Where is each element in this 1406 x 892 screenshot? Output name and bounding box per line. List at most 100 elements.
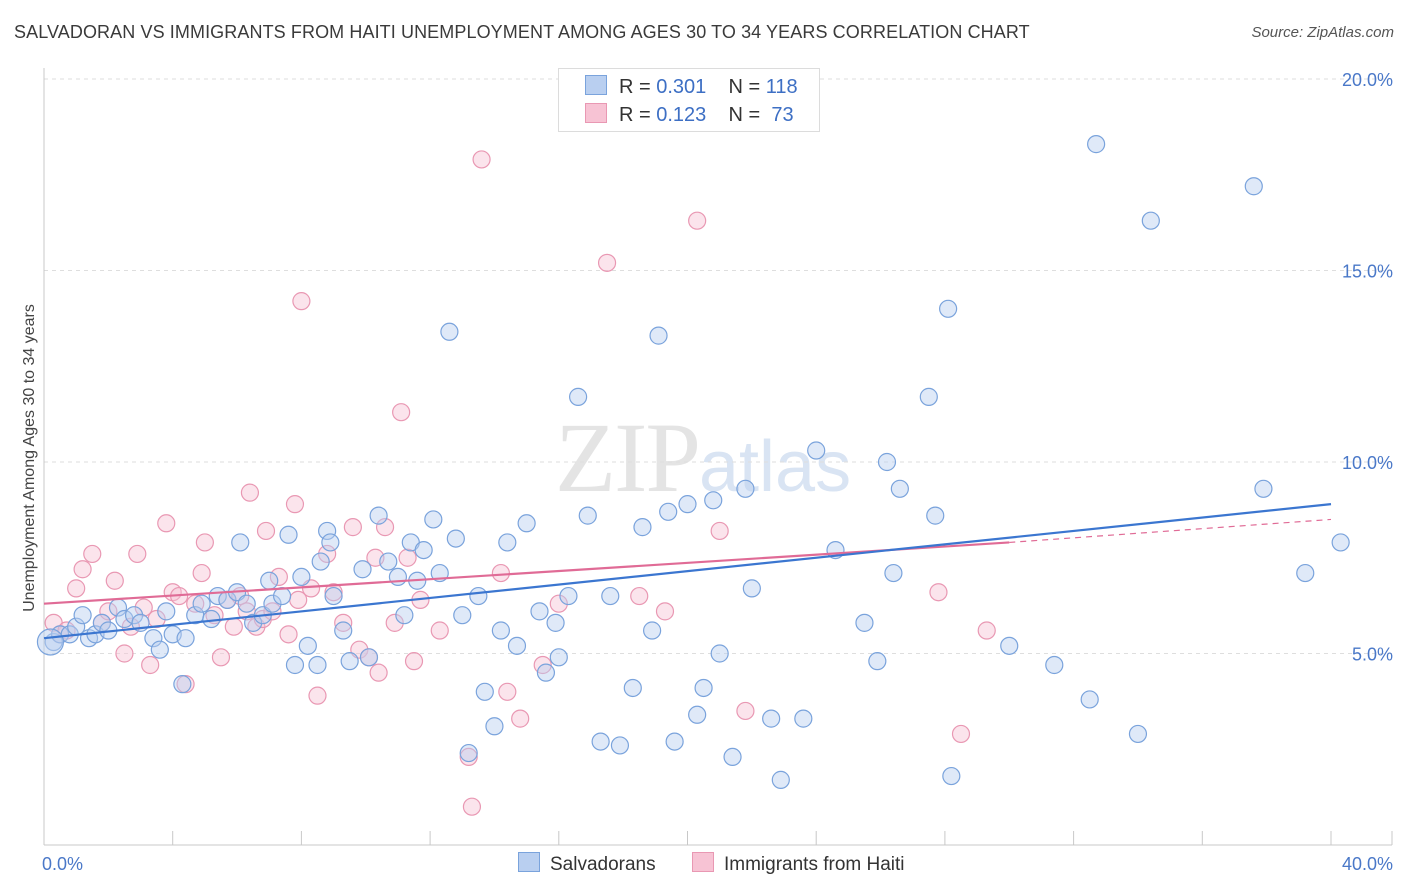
haiti-point	[128, 544, 147, 564]
salvadoran-point	[939, 299, 958, 318]
trend-lines	[43, 503, 1332, 640]
salvadoran-point	[260, 571, 279, 590]
salvadoran-point	[1141, 211, 1160, 230]
haiti-point	[285, 495, 305, 514]
haiti-point	[324, 583, 343, 602]
haiti-point	[105, 571, 124, 590]
haiti-point	[256, 521, 276, 541]
salvadoran-point	[446, 529, 465, 548]
salvadoran-point	[762, 709, 781, 728]
salvadoran-point	[321, 533, 340, 552]
y-tick-label: 15.0%	[1342, 262, 1393, 282]
salvadoran-point	[559, 586, 578, 606]
source-label: Source: ZipAtlas.com	[1251, 24, 1394, 41]
watermark: ZIPatlas	[555, 400, 851, 515]
salvadoran-point	[157, 602, 176, 621]
salvadoran-point	[353, 560, 372, 579]
salvadoran-point	[150, 640, 169, 659]
salvadoran-point	[298, 636, 317, 655]
x-tick-label-min: 0.0%	[42, 854, 83, 874]
salvadoran-point	[459, 743, 478, 763]
salvadoran-point	[237, 594, 256, 613]
salvadoran-point	[771, 770, 790, 789]
salvadoran-point	[318, 521, 337, 541]
salvadoran-point	[453, 606, 472, 625]
haiti-point	[73, 560, 92, 579]
haiti-point	[929, 583, 948, 602]
haiti-point	[736, 701, 755, 721]
salvadoran-point	[633, 518, 652, 537]
salvadoran-point	[324, 586, 343, 606]
salvadoran-point	[485, 717, 504, 736]
salvadoran-point	[272, 586, 292, 606]
legend-swatch-salvadorans	[585, 75, 607, 95]
haiti-point	[549, 594, 568, 613]
salvadoran-point	[311, 552, 330, 571]
salvadoran-point	[919, 387, 938, 406]
salvadoran-point	[591, 732, 610, 751]
legend-n-label: N =	[728, 76, 761, 98]
haiti-point	[710, 521, 729, 541]
correlation-legend: R = 0.301 N = 118 R = 0.123 N = 73	[558, 68, 820, 132]
salvadoran-point	[678, 495, 697, 514]
salvadoran-point	[231, 533, 250, 552]
salvadoran-point	[308, 655, 327, 675]
legend-item-haiti[interactable]: Immigrants from Haiti	[692, 852, 905, 876]
haiti-point	[343, 518, 362, 537]
salvadoran-point	[173, 675, 192, 694]
salvadoran-point	[144, 629, 163, 648]
salvadoran-point	[424, 510, 443, 529]
salvadoran-point	[1000, 636, 1019, 655]
salvadoran-point	[710, 644, 729, 663]
salvadoran-point	[610, 736, 630, 755]
salvadoran-point	[736, 479, 755, 498]
haiti-point	[334, 613, 353, 632]
haiti-point	[977, 621, 996, 640]
trend-line-salvadorans	[43, 503, 1332, 640]
salvadoran-point	[244, 613, 263, 632]
salvadoran-point	[469, 586, 488, 606]
haiti-point	[491, 563, 510, 583]
haiti-point	[115, 644, 134, 663]
haiti-point	[511, 709, 530, 728]
salvadoran-point	[704, 491, 723, 510]
salvadoran-point	[643, 621, 662, 640]
salvadoran-point	[1254, 479, 1273, 498]
salvadoran-point	[176, 629, 195, 648]
trend-line-haiti	[43, 541, 1010, 605]
legend-row-haiti: R = 0.123 N = 73	[585, 103, 794, 129]
haiti-point	[83, 544, 102, 564]
legend-item-salvadorans[interactable]: Salvadorans	[518, 852, 656, 876]
axes	[43, 68, 1393, 846]
salvadoran-point	[73, 606, 92, 625]
watermark-atlas: atlas	[699, 427, 852, 507]
salvadoran-point	[369, 506, 388, 525]
trend-line-haiti-extension	[1009, 518, 1332, 544]
legend-label-salvadorans: Salvadorans	[550, 854, 656, 875]
legend-swatch-haiti	[585, 103, 607, 123]
watermark-zip: ZIP	[555, 402, 701, 513]
salvadoran-point	[285, 655, 305, 675]
haiti-point	[369, 663, 388, 682]
haiti-point	[398, 548, 417, 567]
haiti-point	[385, 613, 404, 632]
salvadoran-point	[340, 652, 359, 671]
legend-r-label: R =	[619, 76, 651, 98]
salvadoran-point	[665, 732, 684, 751]
salvadoran-point	[694, 678, 713, 698]
salvadoran-point	[549, 648, 568, 667]
haiti-point	[404, 652, 424, 671]
salvadoran-point	[807, 441, 826, 460]
salvadoran-point	[884, 563, 903, 583]
haiti-point	[67, 579, 86, 598]
salvadoran-point	[942, 766, 961, 786]
haiti-point	[269, 567, 288, 587]
salvadoran-point	[530, 602, 549, 621]
salvadoran-point	[1080, 690, 1099, 709]
haiti-point	[375, 518, 395, 537]
salvadoran-point	[292, 567, 311, 587]
haiti-point	[498, 682, 517, 701]
salvadoran-point	[192, 594, 211, 613]
salvadoran-point	[868, 652, 887, 671]
